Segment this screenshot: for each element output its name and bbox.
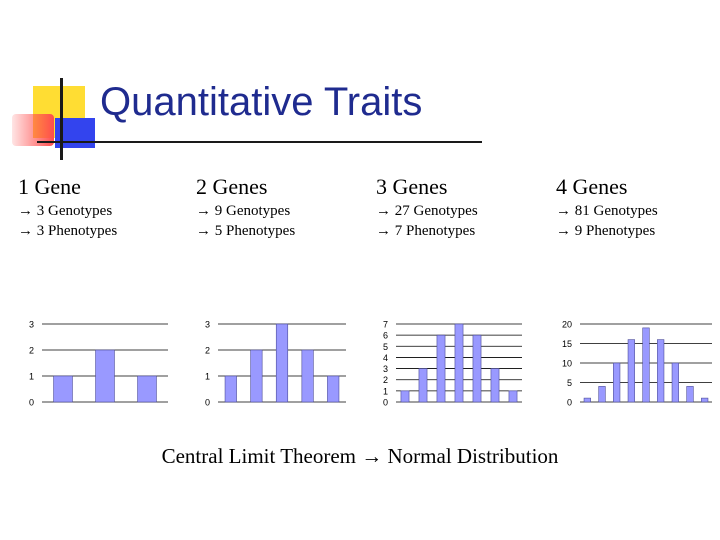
footer-theorem: Central Limit Theorem <box>161 444 362 468</box>
y-tick-label: 3 <box>205 320 210 330</box>
histogram-bar <box>583 397 591 403</box>
histogram-bar <box>327 375 340 403</box>
y-tick-label: 2 <box>383 375 388 385</box>
histogram-1-gene: 0 1 2 3 <box>29 320 168 408</box>
slide-title: Quantitative Traits <box>100 80 423 124</box>
histogram-bar <box>490 368 500 403</box>
y-tick-label: 5 <box>567 378 572 388</box>
histogram-bar <box>598 386 606 403</box>
column-heading: 3 Genes <box>376 174 448 199</box>
y-tick-label: 5 <box>383 342 388 352</box>
y-tick-label: 3 <box>383 364 388 374</box>
histogram-bar <box>613 362 621 403</box>
y-tick-label: 7 <box>383 320 388 330</box>
histogram-bar <box>508 390 518 403</box>
histogram-bar <box>224 375 237 403</box>
histogram-2-genes: 0 1 2 3 <box>205 320 346 408</box>
y-tick-label: 0 <box>383 398 388 408</box>
decorative-vertical-line <box>60 78 63 160</box>
y-tick-label: 20 <box>562 320 572 330</box>
histogram-bar <box>53 375 73 403</box>
histogram-bar <box>686 386 694 403</box>
histogram-bar <box>472 334 482 403</box>
y-tick-label: 2 <box>29 346 34 356</box>
histogram-bar <box>701 397 709 403</box>
y-tick-label: 2 <box>205 346 210 356</box>
column-3-genes: 3 Genes → 27 Genotypes → 7 Phenotypes <box>376 174 546 240</box>
phenotypes-count: → 9 Phenotypes <box>556 223 656 239</box>
y-tick-label: 0 <box>567 398 572 408</box>
histogram-bar <box>400 390 410 403</box>
footer-distribution: Normal Distribution <box>382 444 559 468</box>
phenotypes-count: → 5 Phenotypes <box>196 223 296 239</box>
genotypes-count: → 9 Genotypes <box>196 203 291 219</box>
histogram-bar <box>671 362 679 403</box>
histogram-bar <box>250 349 263 403</box>
footer-caption: Central Limit Theorem → Normal Distribut… <box>0 444 720 469</box>
y-tick-label: 1 <box>205 372 210 382</box>
genotypes-count: → 3 Genotypes <box>18 203 113 219</box>
histogram-bar <box>454 323 464 403</box>
column-2-genes: 2 Genes → 9 Genotypes → 5 Phenotypes <box>196 174 366 240</box>
histogram-bar <box>301 349 314 403</box>
phenotypes-count: → 3 Phenotypes <box>18 223 118 239</box>
column-heading: 4 Genes <box>556 174 628 199</box>
arrow-icon: → <box>361 444 383 468</box>
y-tick-label: 3 <box>29 320 34 330</box>
phenotypes-count: → 7 Phenotypes <box>376 223 476 239</box>
title-underline <box>37 141 482 143</box>
histogram-bar <box>418 368 428 403</box>
histogram-4-genes: 0 5 10 15 20 <box>562 320 712 408</box>
y-tick-label: 0 <box>29 398 34 408</box>
histogram-bar <box>275 323 289 403</box>
y-tick-label: 0 <box>205 398 210 408</box>
y-tick-label: 15 <box>562 339 572 349</box>
histogram-bar <box>95 349 115 403</box>
y-tick-label: 1 <box>29 372 34 382</box>
y-tick-label: 10 <box>562 359 572 369</box>
column-4-genes: 4 Genes → 81 Genotypes → 9 Phenotypes <box>556 174 720 240</box>
genotypes-count: → 27 Genotypes <box>376 203 478 219</box>
column-1-gene: 1 Gene → 3 Genotypes → 3 Phenotypes <box>18 174 188 240</box>
y-tick-label: 4 <box>383 353 388 363</box>
histogram-bar <box>657 339 665 403</box>
histogram-bar <box>137 375 157 403</box>
histogram-bar <box>642 327 650 403</box>
genotypes-count: → 81 Genotypes <box>556 203 658 219</box>
column-heading: 1 Gene <box>18 174 81 199</box>
histogram-bar <box>436 334 446 403</box>
histogram-bar <box>627 339 635 403</box>
decorative-red-square <box>12 114 54 146</box>
y-tick-label: 6 <box>383 331 388 341</box>
y-tick-label: 1 <box>383 386 388 396</box>
column-heading: 2 Genes <box>196 174 268 199</box>
